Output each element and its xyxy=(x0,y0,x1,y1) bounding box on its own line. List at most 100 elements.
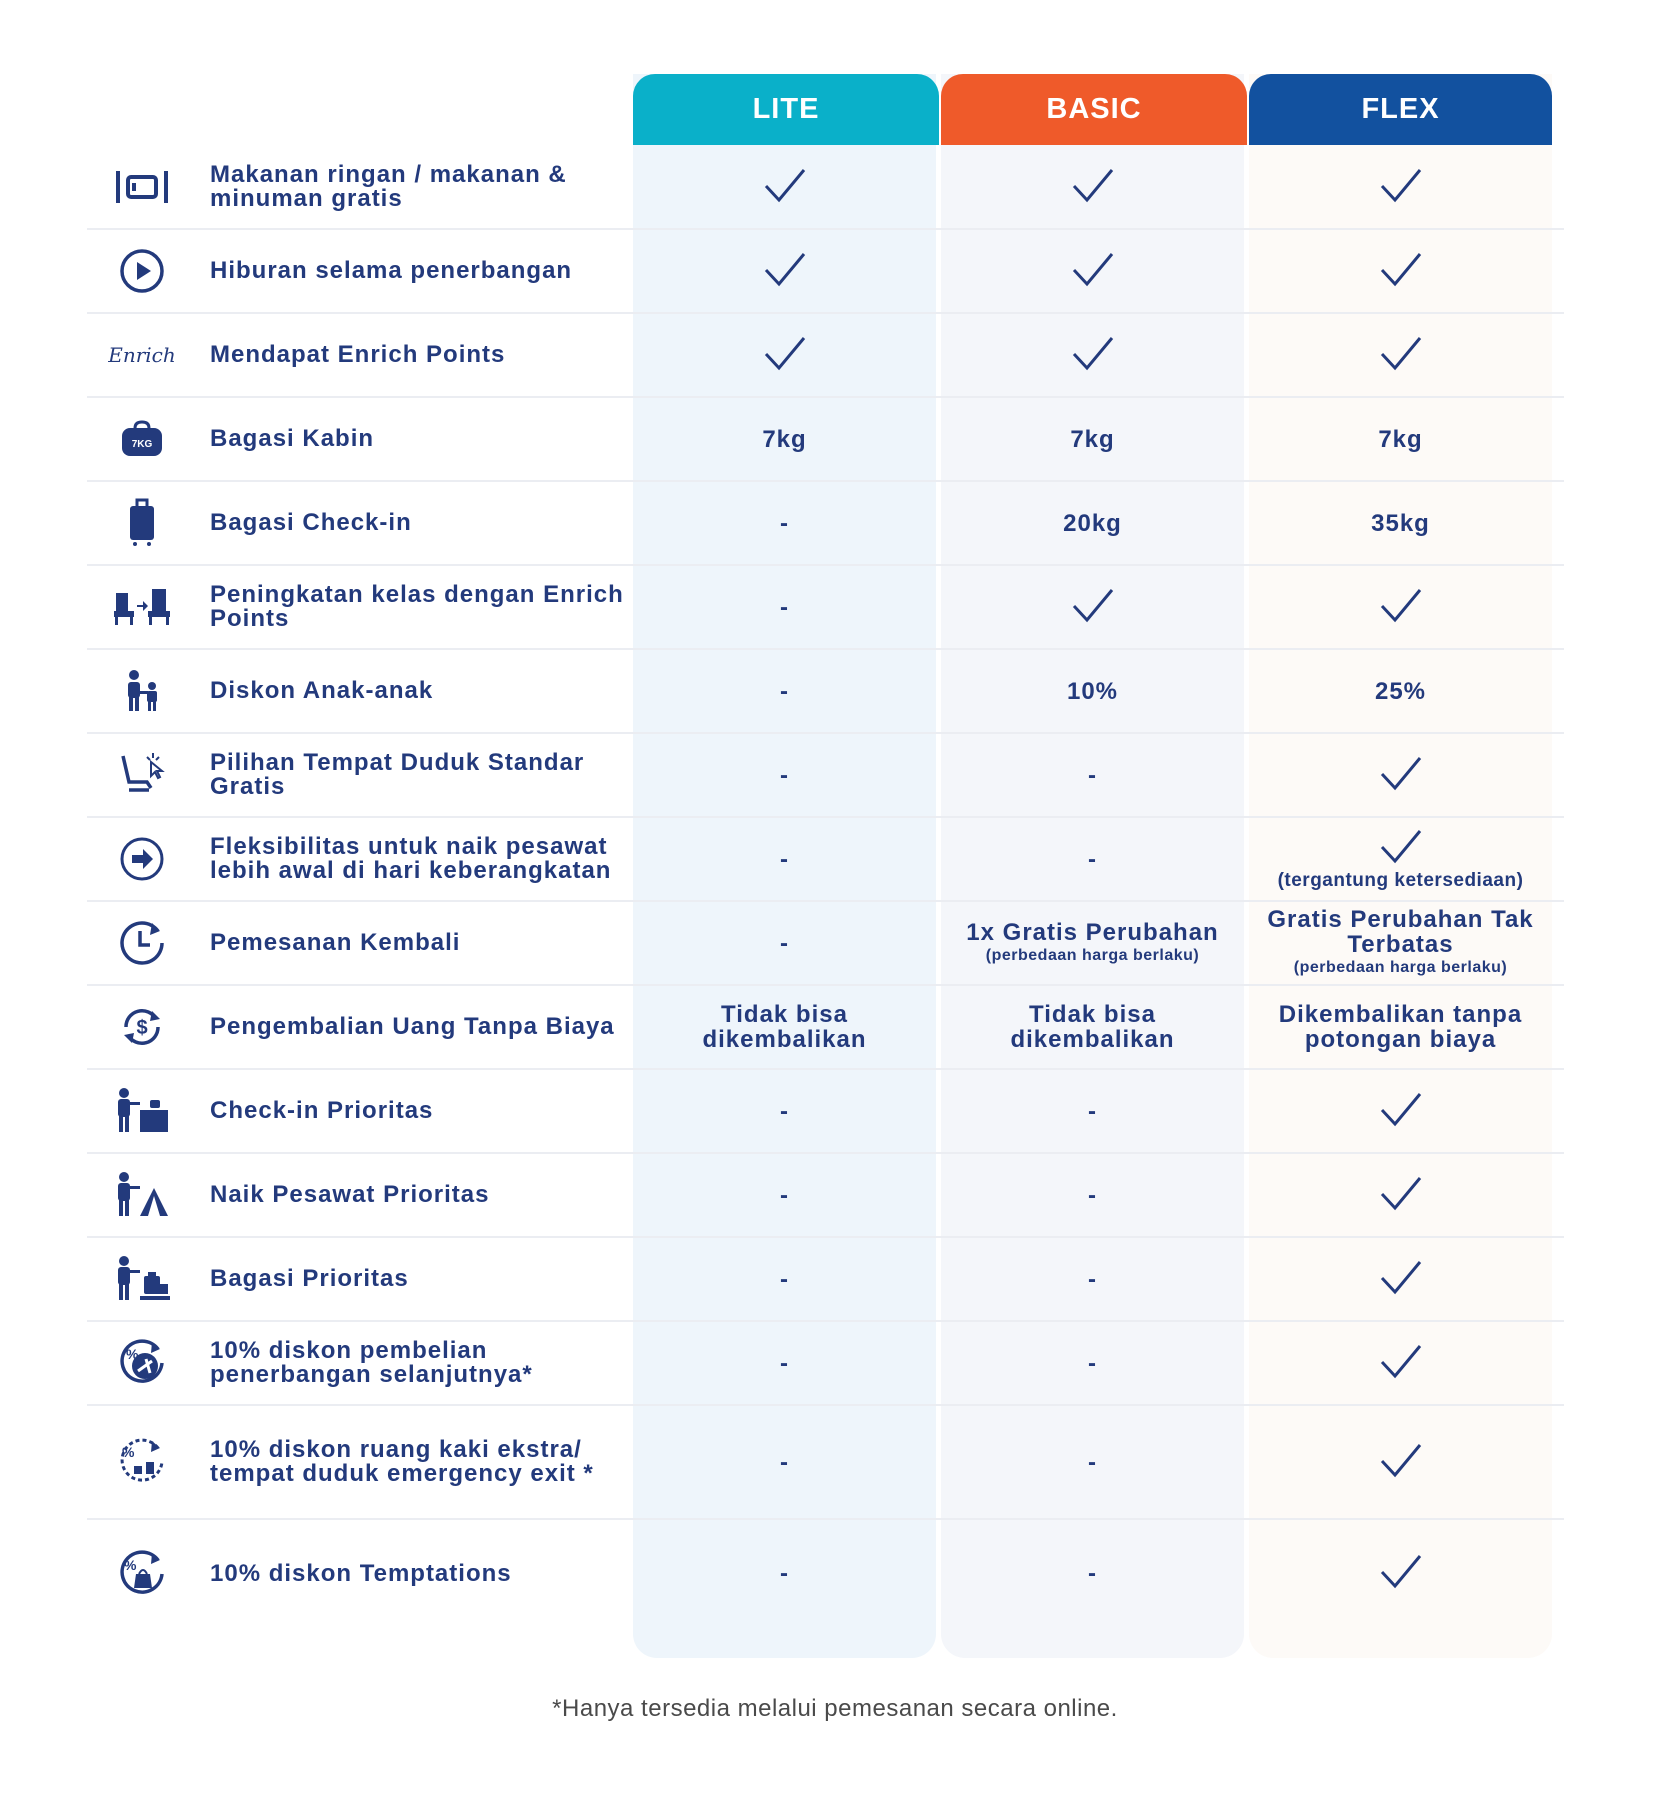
flex-cell xyxy=(1249,145,1552,229)
feature-row: % 10% diskon pembelian penerbangan selanj… xyxy=(87,1321,1564,1405)
checkmark-icon xyxy=(1379,166,1423,209)
row-divider xyxy=(87,732,1564,734)
meal-icon xyxy=(87,145,197,229)
flex-header: FLEX xyxy=(1249,74,1552,145)
row-divider xyxy=(87,1236,1564,1238)
priority-baggage-icon xyxy=(87,1237,197,1321)
not-available-dash: - xyxy=(780,1097,789,1125)
flex-cell xyxy=(1249,229,1552,313)
lite-cell xyxy=(633,145,936,229)
checkmark-icon xyxy=(1071,586,1115,629)
lite-cell: - xyxy=(633,1237,936,1321)
not-available-dash: - xyxy=(780,1265,789,1293)
feature-row: Naik Pesawat Prioritas - - xyxy=(87,1153,1564,1237)
flex-cell xyxy=(1249,313,1552,397)
basic-cell xyxy=(941,313,1244,397)
row-divider xyxy=(87,480,1564,482)
flex-cell xyxy=(1249,733,1552,817)
flex-cell xyxy=(1249,1405,1552,1519)
feature-row: Enrich Mendapat Enrich Points xyxy=(87,313,1564,397)
basic-cell xyxy=(941,229,1244,313)
not-available-dash: - xyxy=(780,677,789,705)
checkmark-icon xyxy=(1379,250,1423,293)
cell-value: 7kg xyxy=(1378,425,1423,453)
basic-cell: - xyxy=(941,1405,1244,1519)
flex-cell: Gratis Perubahan Tak Terbatas (perbedaan … xyxy=(1249,901,1552,985)
seat-upgrade-icon xyxy=(87,565,197,649)
feature-label: Bagasi Check-in xyxy=(210,509,412,536)
feature-label: Bagasi Prioritas xyxy=(210,1265,409,1292)
lite-cell: - xyxy=(633,649,936,733)
feature-label: Fleksibilitas untuk naik pesawat lebih a… xyxy=(210,833,612,884)
cell-note: (tergantung ketersediaan) xyxy=(1277,869,1524,891)
not-available-dash: - xyxy=(780,1560,789,1587)
basic-header: BASIC xyxy=(941,74,1247,145)
clock-rebook-icon xyxy=(87,901,197,985)
cell-value: Tidak bisa dikembalikan xyxy=(1010,1001,1175,1053)
flex-cell: (tergantung ketersediaan) xyxy=(1249,817,1552,901)
not-available-dash: - xyxy=(1088,845,1097,873)
not-available-dash: - xyxy=(1088,1448,1097,1476)
feature-label: Pilihan Tempat Duduk Standar Gratis xyxy=(210,749,585,800)
seat-select-icon xyxy=(87,733,197,817)
feature-row: % 10% diskon ruang kaki ekstra/ tempat du… xyxy=(87,1405,1564,1519)
row-divider xyxy=(87,228,1564,230)
suitcase-icon xyxy=(87,481,197,565)
svg-text:%: % xyxy=(124,1557,137,1573)
flight-discount-icon: % xyxy=(87,1321,197,1405)
basic-cell: - xyxy=(941,817,1244,901)
priority-checkin-icon xyxy=(87,1069,197,1153)
feature-row: % 10% diskon Temptations - - xyxy=(87,1519,1564,1628)
row-divider xyxy=(87,396,1564,398)
feature-row: 7KG Bagasi Kabin 7kg 7kg 7kg xyxy=(87,397,1564,481)
family-icon xyxy=(87,649,197,733)
row-divider xyxy=(87,1068,1564,1070)
not-available-dash: - xyxy=(780,1349,789,1377)
flex-column-bg xyxy=(1249,74,1552,1658)
lite-cell: - xyxy=(633,1069,936,1153)
flex-cell: 35kg xyxy=(1249,481,1552,565)
row-divider xyxy=(87,900,1564,902)
row-divider xyxy=(87,1320,1564,1322)
basic-column-bg xyxy=(941,74,1244,1658)
arrow-circle-icon xyxy=(87,817,197,901)
checkmark-icon xyxy=(763,334,807,377)
enrich-logo-icon: Enrich xyxy=(87,313,197,397)
feature-row: Hiburan selama penerbangan xyxy=(87,229,1564,313)
feature-label: Pemesanan Kembali xyxy=(210,929,461,956)
basic-cell: - xyxy=(941,1519,1244,1628)
not-available-dash: - xyxy=(1088,1560,1097,1587)
row-divider xyxy=(87,1152,1564,1154)
not-available-dash: - xyxy=(1088,1181,1097,1209)
svg-text:%: % xyxy=(122,1444,135,1460)
flex-cell: 7kg xyxy=(1249,397,1552,481)
checkmark-icon xyxy=(1379,1174,1423,1217)
flex-cell xyxy=(1249,1519,1552,1628)
cell-value: Gratis Perubahan Tak Terbatas xyxy=(1267,906,1534,958)
feature-row: Peningkatan kelas dengan Enrich Points - xyxy=(87,565,1564,649)
checkmark-icon xyxy=(763,250,807,293)
lite-cell: Tidak bisa dikembalikan xyxy=(633,985,936,1069)
lite-cell xyxy=(633,229,936,313)
basic-cell: 1x Gratis Perubahan (perbedaan harga berl… xyxy=(941,901,1244,985)
feature-label: Diskon Anak-anak xyxy=(210,677,434,704)
checkmark-icon xyxy=(1071,250,1115,293)
cell-value: 10% xyxy=(1066,677,1119,705)
feature-row: Makanan ringan / makanan & minuman grati… xyxy=(87,145,1564,229)
footnote: *Hanya tersedia melalui pemesanan secara… xyxy=(552,1695,1118,1722)
lite-cell: - xyxy=(633,1153,936,1237)
row-divider xyxy=(87,1404,1564,1406)
flex-cell: Dikembalikan tanpa potongan biaya xyxy=(1249,985,1552,1069)
basic-cell: - xyxy=(941,1153,1244,1237)
cell-value: 20kg xyxy=(1063,509,1122,537)
not-available-dash: - xyxy=(1088,1265,1097,1293)
refund-icon: $ xyxy=(87,985,197,1069)
not-available-dash: - xyxy=(1088,761,1097,789)
checkmark-icon xyxy=(763,166,807,209)
feature-label: Check-in Prioritas xyxy=(210,1097,434,1124)
lite-cell: - xyxy=(633,901,936,985)
not-available-dash: - xyxy=(780,929,789,957)
flex-cell xyxy=(1249,565,1552,649)
basic-cell: 7kg xyxy=(941,397,1244,481)
